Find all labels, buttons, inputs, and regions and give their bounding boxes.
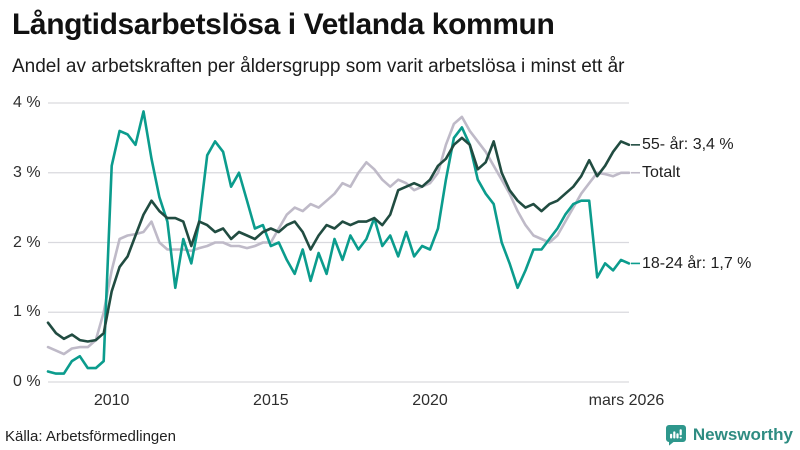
series-line-Totalt bbox=[46, 115, 631, 356]
y-tick-label: 1 % bbox=[13, 303, 41, 321]
y-tick-label: 0 % bbox=[13, 373, 41, 390]
series-end-label-55: 55- år: 3,4 % bbox=[642, 136, 734, 154]
x-tick-label: 2015 bbox=[253, 392, 289, 409]
source-note: Källa: Arbetsförmedlingen bbox=[5, 428, 176, 445]
x-tick-label: 2010 bbox=[93, 392, 130, 409]
newsworthy-icon bbox=[665, 424, 687, 446]
series-end-label-18-24: 18-24 år: 1,7 % bbox=[642, 254, 752, 272]
page-subtitle: Andel av arbetskraften per åldersgrupp s… bbox=[12, 56, 625, 77]
y-tick-label: 2 % bbox=[13, 233, 41, 251]
brand-logo: Newsworthy bbox=[665, 422, 793, 448]
page-title: Långtidsarbetslösa i Vetlanda kommun bbox=[12, 8, 555, 41]
series-end-label-totalt: Totalt bbox=[642, 164, 681, 182]
series-line-55- år bbox=[46, 136, 631, 343]
brand-name: Newsworthy bbox=[692, 425, 793, 444]
y-tick-label: 3 % bbox=[13, 163, 41, 181]
series-line-18-24 år bbox=[46, 110, 631, 375]
x-tick-label: mars 2026 bbox=[588, 392, 665, 409]
y-tick-label: 4 % bbox=[13, 94, 41, 111]
x-tick-label: 2020 bbox=[412, 392, 448, 409]
